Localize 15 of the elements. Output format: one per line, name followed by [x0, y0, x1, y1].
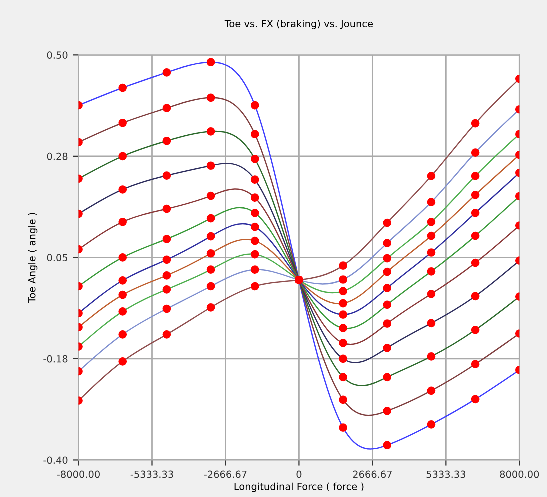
y-tick-label: 0.50 [47, 52, 68, 59]
chart-title: Toe vs. FX (braking) vs. Jounce [224, 20, 373, 30]
y-tick-label: -0.40 [44, 456, 68, 464]
x-tick-label: 8000.00 [500, 470, 540, 478]
y-tick-label: -0.18 [44, 355, 68, 363]
x-axis-title: Longitudinal Force ( force ) [234, 482, 364, 492]
x-tick-label: -2666.67 [204, 470, 247, 478]
x-tick-label: 0 [296, 470, 302, 478]
y-axis-title: Toe Angle ( angle ) [28, 213, 38, 304]
y-tick-label: 0.28 [47, 152, 68, 160]
x-tick-label: -8000.00 [57, 470, 100, 478]
x-tick-label: -5333.33 [130, 470, 174, 478]
y-tick-label: 0.05 [47, 254, 68, 262]
x-tick-label: 2666.67 [353, 470, 392, 478]
x-tick-label: 5333.33 [426, 470, 466, 478]
